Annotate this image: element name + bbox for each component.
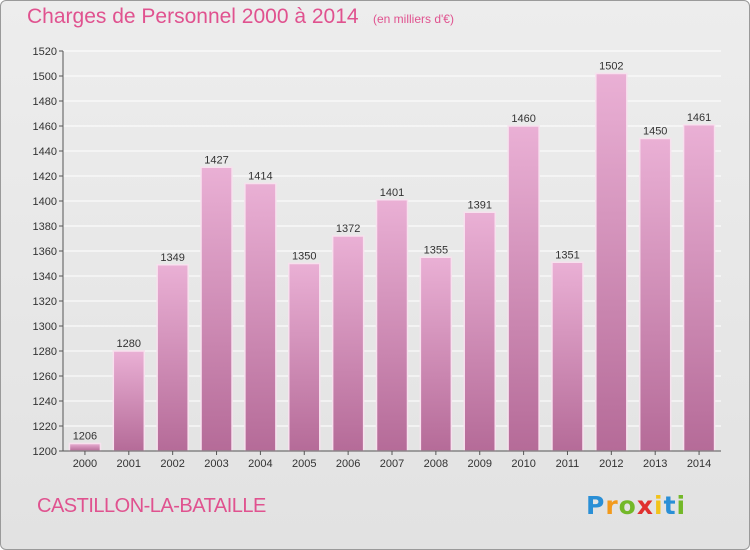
- y-tick-label: 1480: [33, 96, 57, 108]
- y-tick-label: 1300: [33, 321, 57, 333]
- x-tick-label: 2011: [556, 458, 580, 470]
- y-tick-label: 1440: [33, 146, 57, 158]
- bar: [638, 137, 672, 452]
- bar: [682, 124, 716, 452]
- x-tick-label: 2000: [73, 458, 97, 470]
- bar-value-label: 1391: [467, 199, 491, 211]
- bar-value-label: 1350: [292, 251, 316, 263]
- y-tick-label: 1340: [33, 271, 57, 283]
- bar: [244, 182, 277, 452]
- bar-value-label: 1450: [643, 126, 667, 138]
- bar: [507, 125, 540, 452]
- x-tick-label: 2010: [511, 458, 535, 470]
- bar-value-label: 1460: [511, 113, 535, 125]
- location-label: CASTILLON-LA-BATAILLE: [37, 495, 266, 517]
- chart-title: Charges de Personnel 2000 à 2014: [27, 5, 359, 28]
- bar-value-label: 1461: [687, 112, 711, 124]
- logo-letter: i: [654, 491, 664, 520]
- x-tick-label: 2004: [248, 458, 272, 470]
- bar: [156, 264, 189, 452]
- x-tick-label: 2006: [336, 458, 360, 470]
- x-tick-label: 2013: [643, 458, 667, 470]
- bars: 1206 1280 1349 1427 1414 1350 1372 1401 1355 1391…: [68, 61, 716, 452]
- bar-value-label: 1502: [599, 61, 623, 73]
- y-tick-label: 1220: [33, 421, 57, 433]
- bar: [419, 256, 453, 452]
- logo-letter: r: [605, 491, 619, 520]
- logo-letter: P: [586, 491, 606, 520]
- bar-value-label: 1401: [380, 187, 404, 199]
- y-tick-label: 1380: [33, 221, 57, 233]
- bar-value-label: 1355: [424, 244, 448, 256]
- y-tick-label: 1260: [33, 371, 57, 383]
- x-tick-label: 2001: [117, 458, 141, 470]
- x-tick-label: 2005: [292, 458, 316, 470]
- bar: [551, 261, 584, 452]
- bar-value-label: 1427: [204, 154, 228, 166]
- y-tick-label: 1420: [33, 171, 57, 183]
- bar: [595, 72, 628, 452]
- logo-letter: x: [636, 491, 654, 520]
- bar-value-label: 1414: [248, 171, 272, 183]
- x-tick-label: 2008: [424, 458, 448, 470]
- y-tick-label: 1240: [33, 396, 57, 408]
- axes: 1200 1220 1240 1260 1280 1300 1320 1340 1360 1380…: [33, 46, 721, 470]
- y-tick-label: 1200: [33, 446, 57, 458]
- bar-value-label: 1206: [73, 431, 97, 443]
- bar: [375, 199, 409, 452]
- bar-value-label: 1372: [336, 223, 360, 235]
- y-tick-label: 1400: [33, 196, 57, 208]
- logo-letter: o: [618, 491, 637, 520]
- y-tick-label: 1320: [33, 296, 57, 308]
- y-tick-label: 1500: [33, 71, 57, 83]
- y-tick-label: 1460: [33, 121, 57, 133]
- y-tick-label: 1360: [33, 246, 57, 258]
- y-tick-label: 1280: [33, 346, 57, 358]
- logo-letter: t: [663, 491, 677, 520]
- x-tick-label: 2009: [467, 458, 491, 470]
- bar-value-label: 1349: [160, 252, 184, 264]
- x-tick-label: 2007: [380, 458, 404, 470]
- bar: [200, 166, 233, 452]
- bar: [288, 262, 321, 452]
- x-tick-label: 2012: [599, 458, 623, 470]
- bar: [112, 350, 146, 452]
- proxiti-logo: Proxiti: [586, 491, 686, 520]
- bar: [463, 211, 496, 452]
- bar-value-label: 1351: [555, 249, 579, 261]
- x-tick-label: 2014: [687, 458, 711, 470]
- logo-letter: i: [676, 491, 687, 520]
- y-tick-label: 1520: [33, 46, 57, 58]
- chart-subtitle: (en milliers d'€): [373, 12, 454, 26]
- x-tick-label: 2003: [204, 458, 228, 470]
- bar: [68, 442, 102, 452]
- x-tick-label: 2002: [160, 458, 184, 470]
- bar: [331, 235, 365, 452]
- bar-value-label: 1280: [117, 338, 141, 350]
